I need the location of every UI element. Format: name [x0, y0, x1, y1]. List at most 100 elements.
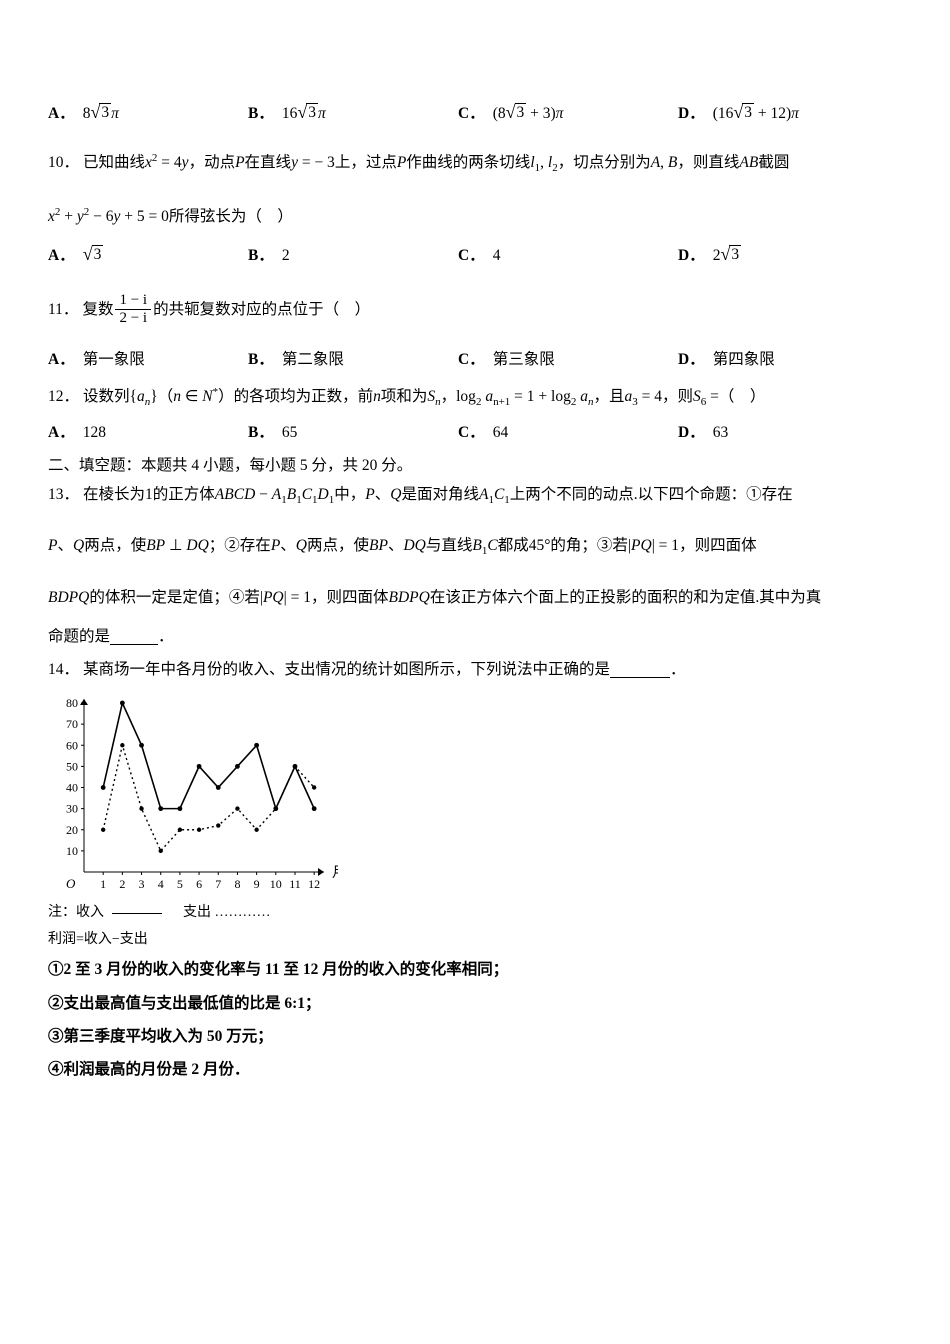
- math: ABCD − A1B1C1D1: [215, 483, 334, 506]
- opt-value: 63: [713, 421, 729, 444]
- q11-opt-a: A． 第一象限: [48, 348, 248, 371]
- svg-text:70: 70: [66, 717, 78, 731]
- q-number: 14．: [48, 658, 79, 681]
- text: 的角；③若: [550, 534, 628, 557]
- text: 的体积一定是定值；④若: [89, 586, 260, 609]
- svg-text:O: O: [66, 876, 76, 891]
- math: |PQ| = 1: [260, 586, 311, 609]
- math: y = − 3: [291, 151, 335, 174]
- svg-text:40: 40: [66, 781, 78, 795]
- q11-opt-b: B． 第二象限: [248, 348, 458, 371]
- q13-line1: 13． 在棱长为 1 的正方体 ABCD − A1B1C1D1 中， P、Q 是…: [48, 483, 902, 506]
- opt-value: 64: [493, 421, 509, 444]
- text: ，则四面体: [679, 534, 757, 557]
- svg-text:30: 30: [66, 802, 78, 816]
- q10-opt-b: B． 2: [248, 244, 458, 267]
- svg-text:10: 10: [270, 877, 282, 891]
- text: 截圆: [758, 151, 789, 174]
- fraction-den: 2 − i: [115, 310, 151, 326]
- opt-label: C．: [458, 348, 485, 371]
- svg-text:50: 50: [66, 760, 78, 774]
- fraction-num: 1 − i: [115, 293, 151, 310]
- math: P: [397, 151, 406, 174]
- text: 的共轭复数对应的点位于（ ）: [153, 298, 370, 321]
- text: ，则: [662, 385, 693, 408]
- svg-text:5: 5: [177, 877, 183, 891]
- legend-income-line: [112, 913, 162, 914]
- opt-value: 2: [282, 244, 290, 267]
- svg-text:60: 60: [66, 739, 78, 753]
- math: AB: [739, 151, 758, 174]
- opt-label: C．: [458, 102, 485, 125]
- text: 设数列: [83, 385, 130, 408]
- opt-value: 第四象限: [713, 348, 775, 371]
- math: a3 = 4: [624, 385, 662, 408]
- stmt-1: ①2 至 3 月份的收入的变化率与 11 至 12 月份的收入的变化率相同；: [48, 958, 902, 981]
- section2-header: 二、填空题：本题共 4 小题，每小题 5 分，共 20 分。: [48, 454, 902, 477]
- q11-opt-c: C． 第三象限: [458, 348, 678, 371]
- text: ，动点: [189, 151, 236, 174]
- math: P: [235, 151, 244, 174]
- q-number: 12．: [48, 385, 79, 408]
- math: BDPQ: [48, 586, 89, 609]
- q13-line2: P、Q 两点，使 BP ⊥ DQ ；②存在 P、Q 两点，使 BP、DQ 与直线…: [48, 534, 902, 557]
- q11-stem: 11． 复数 1 − i 2 − i 的共轭复数对应的点位于（ ）: [48, 293, 902, 326]
- text: ；②存在: [209, 534, 271, 557]
- legend-expense: 支出 …………: [183, 905, 271, 920]
- text: 的各项均为正数，前: [234, 385, 374, 408]
- math: 1: [145, 483, 153, 506]
- q12-options: A． 128 B． 65 C． 64 D． 63: [48, 421, 902, 444]
- svg-text:11: 11: [289, 877, 301, 891]
- q9-opt-c: C． (8√3 + 3)π: [458, 102, 678, 125]
- opt-label: A．: [48, 348, 75, 371]
- opt-label: C．: [458, 421, 485, 444]
- opt-value: 第一象限: [83, 348, 145, 371]
- stmt-3: ③第三季度平均收入为 50 万元；: [48, 1025, 902, 1048]
- text: 两点，使: [307, 534, 369, 557]
- svg-text:3: 3: [139, 877, 145, 891]
- svg-text:7: 7: [215, 877, 221, 891]
- math: log2 an+1 = 1 + log2 an: [456, 385, 593, 408]
- svg-text:10: 10: [66, 844, 78, 858]
- svg-text:9: 9: [254, 877, 260, 891]
- fraction: 1 − i 2 − i: [115, 293, 151, 326]
- text: ，切点分别为: [558, 151, 651, 174]
- q12-opt-a: A． 128: [48, 421, 248, 444]
- line-chart-svg: 1020304050607080123456789101112月O: [48, 693, 338, 898]
- text: ，则四面体: [311, 586, 389, 609]
- text: 所得弦长为（ ）: [169, 205, 293, 228]
- q10-options: A． √3 B． 2 C． 4 D． 2√3: [48, 244, 902, 267]
- text: 上两个不同的动点.以下四个命题：①存在: [510, 483, 793, 506]
- text: 在棱长为: [83, 483, 145, 506]
- text: 都成: [498, 534, 529, 557]
- opt-value: 2√3: [713, 244, 741, 267]
- q9-options: A． 8√3π B． 16√3π C． (8√3 + 3)π D． (16√3 …: [48, 102, 902, 125]
- math: {an}: [130, 385, 158, 408]
- math: x2 = 4y: [145, 151, 189, 174]
- opt-value: (8√3 + 3)π: [493, 102, 564, 125]
- opt-value: 65: [282, 421, 298, 444]
- q13-line4: 命题的是 ．: [48, 625, 902, 648]
- text: 在该正方体六个面上的正投影的面积的和为定值.其中为真: [430, 586, 821, 609]
- text: ，: [441, 385, 457, 408]
- stmt-2: ②支出最高值与支出最低值的比是 6:1；: [48, 992, 902, 1015]
- svg-text:6: 6: [196, 877, 202, 891]
- text: 已知曲线: [83, 151, 145, 174]
- opt-value: 128: [83, 421, 106, 444]
- text: ．: [670, 658, 686, 681]
- text: 复数: [82, 298, 113, 321]
- fill-blank: [610, 661, 670, 678]
- math: n: [373, 385, 381, 408]
- opt-value: 第二象限: [282, 348, 344, 371]
- opt-label: B．: [248, 102, 274, 125]
- text: 中，: [334, 483, 365, 506]
- q10-stem-line2: x2 + y2 − 6y + 5 = 0 所得弦长为（ ）: [48, 205, 902, 228]
- opt-label: C．: [458, 244, 485, 267]
- q10-stem-line1: 10． 已知曲线 x2 = 4y ，动点 P 在直线 y = − 3 上，过点 …: [48, 151, 902, 174]
- text: ，且: [593, 385, 624, 408]
- text: 在直线: [245, 151, 292, 174]
- svg-text:4: 4: [158, 877, 164, 891]
- q11-options: A． 第一象限 B． 第二象限 C． 第三象限 D． 第四象限: [48, 348, 902, 371]
- q10-opt-a: A． √3: [48, 244, 248, 267]
- q11-opt-d: D． 第四象限: [678, 348, 858, 371]
